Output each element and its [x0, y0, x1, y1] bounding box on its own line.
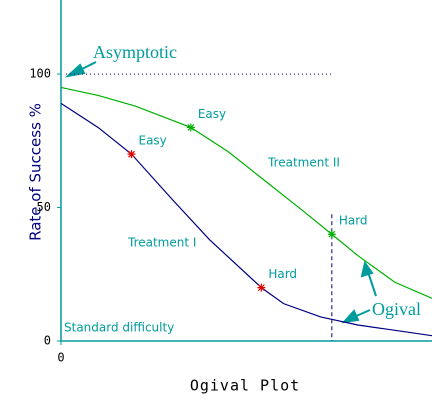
series-label: Treatment I	[127, 236, 196, 250]
y-tick-label: 0	[44, 334, 51, 348]
asymptote-annotation: Asymptotic	[93, 42, 177, 62]
arrows	[64, 61, 377, 324]
series-label: Treatment II	[267, 156, 340, 170]
y-axis-label: Rate of Success %	[27, 103, 45, 241]
chart-title: Ogival Plot	[190, 377, 300, 395]
point-label: Hard	[339, 214, 368, 228]
series-line	[60, 86, 433, 299]
baseline-annotation: Standard difficulty	[64, 321, 174, 335]
point-label: Easy	[138, 134, 166, 148]
point-marker	[127, 150, 136, 159]
point-label: Hard	[268, 267, 297, 281]
x-tick-label: 0	[57, 351, 64, 365]
point-marker	[327, 230, 336, 239]
y-tick-label: 100	[29, 67, 51, 81]
point-marker	[186, 123, 195, 132]
ogival-annotation: Ogival	[372, 299, 421, 319]
y-tick-label: 50	[37, 200, 51, 214]
point-marker	[257, 283, 266, 292]
point-label: Easy	[198, 107, 226, 121]
